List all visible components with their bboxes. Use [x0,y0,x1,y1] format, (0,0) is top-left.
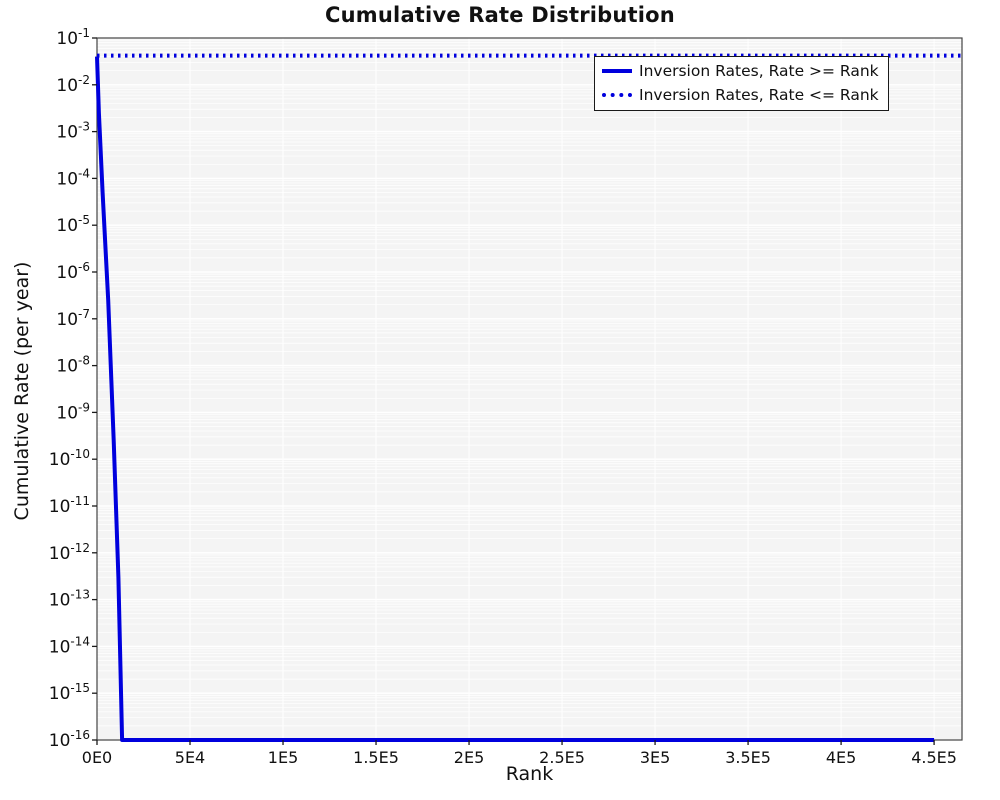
legend-label: Inversion Rates, Rate <= Rank [639,86,879,104]
solid-line-sample-icon [602,69,632,73]
svg-text:10-8: 10-8 [56,354,90,377]
svg-text:2.5E5: 2.5E5 [539,748,585,767]
legend-entry: Inversion Rates, Rate >= Rank [602,62,879,80]
x-axis-label: Rank [505,763,554,785]
svg-text:3E5: 3E5 [640,748,670,767]
svg-text:10-11: 10-11 [49,494,90,517]
svg-text:4.5E5: 4.5E5 [911,748,957,767]
svg-text:10-2: 10-2 [56,73,90,96]
svg-text:10-13: 10-13 [49,588,90,611]
svg-text:4E5: 4E5 [826,748,856,767]
svg-text:10-6: 10-6 [56,260,90,283]
svg-text:10-4: 10-4 [56,166,90,189]
svg-text:10-10: 10-10 [49,447,90,470]
svg-text:1.5E5: 1.5E5 [353,748,399,767]
chart-title: Cumulative Rate Distribution [325,3,675,27]
svg-text:10-5: 10-5 [56,213,90,236]
svg-text:3.5E5: 3.5E5 [725,748,771,767]
svg-text:0E0: 0E0 [82,748,112,767]
dotted-line-sample-icon [602,93,632,97]
legend: Inversion Rates, Rate >= Rank Inversion … [594,56,889,111]
svg-text:10-7: 10-7 [56,307,90,330]
svg-text:5E4: 5E4 [175,748,205,767]
svg-text:1E5: 1E5 [268,748,298,767]
svg-text:10-15: 10-15 [49,681,90,704]
svg-text:10-12: 10-12 [49,541,90,564]
svg-text:2E5: 2E5 [454,748,484,767]
svg-text:10-9: 10-9 [56,400,90,423]
svg-text:10-3: 10-3 [56,120,90,143]
svg-text:10-1: 10-1 [56,26,90,49]
legend-entry: Inversion Rates, Rate <= Rank [602,86,879,104]
svg-text:10-14: 10-14 [49,634,90,657]
legend-label: Inversion Rates, Rate >= Rank [639,62,879,80]
